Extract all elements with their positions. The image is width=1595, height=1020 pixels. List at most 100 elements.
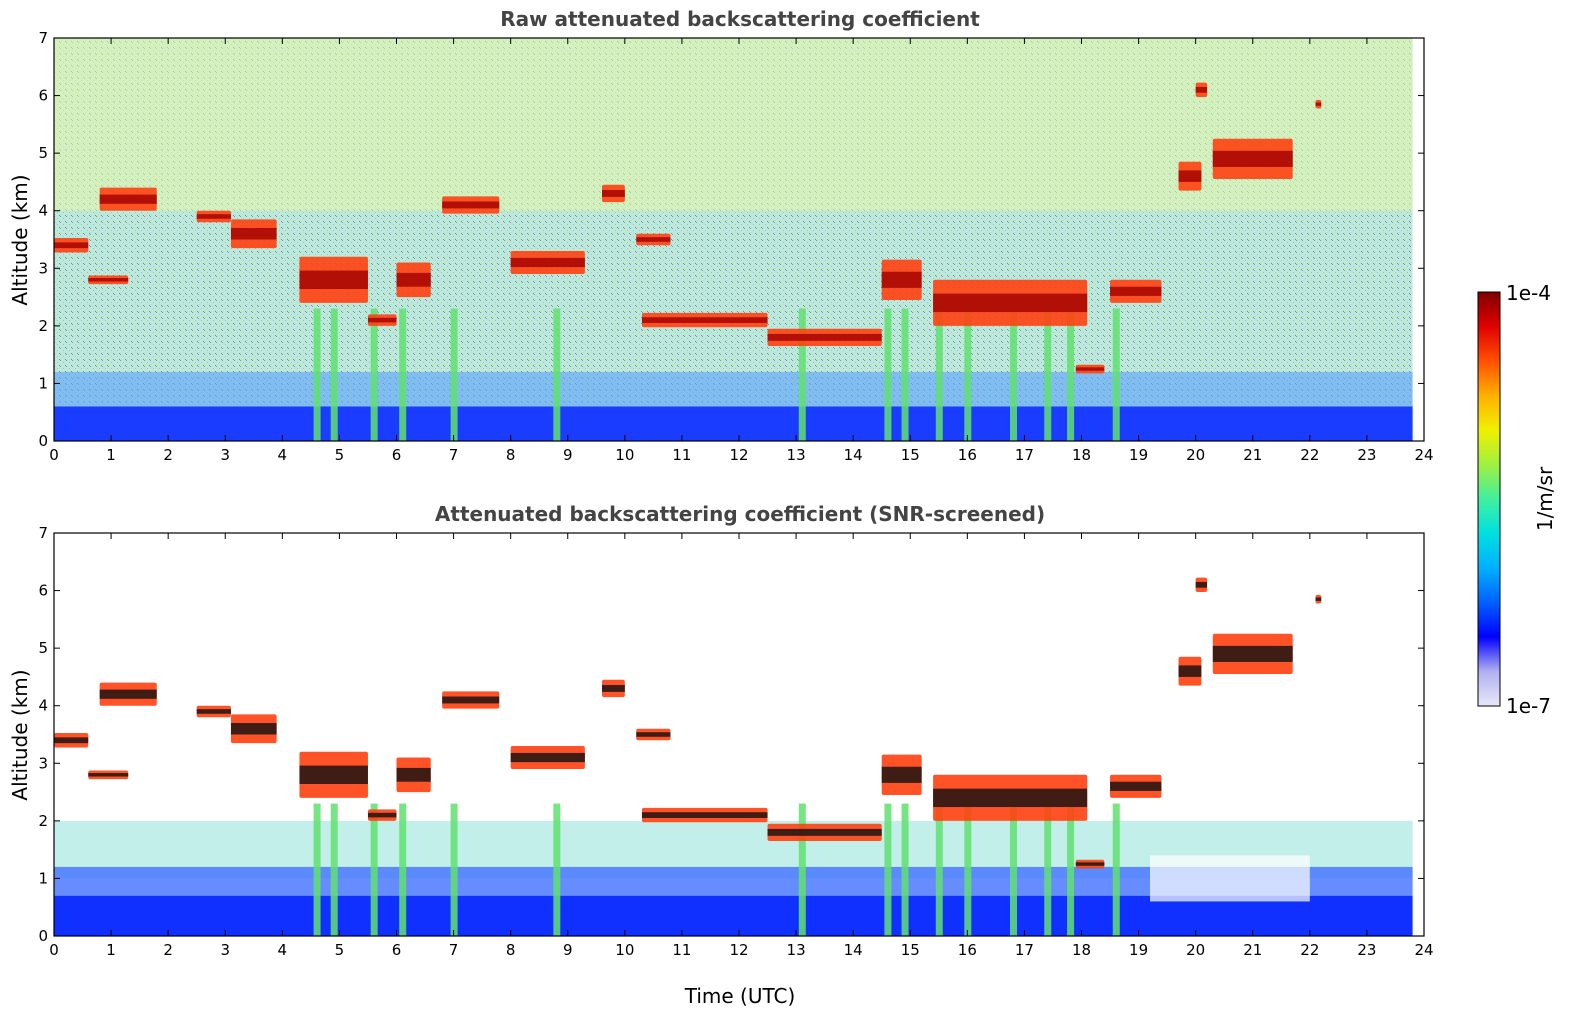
x-tick-label: 9 xyxy=(563,941,573,959)
cloud-core xyxy=(1178,170,1202,182)
x-tick-label: 10 xyxy=(615,941,634,959)
x-tick-label: 20 xyxy=(1186,446,1205,464)
x-tick-label: 19 xyxy=(1129,941,1148,959)
cloud-core xyxy=(641,317,768,323)
precipitation-streak xyxy=(1010,803,1017,936)
precipitation-streak xyxy=(450,308,458,441)
cloud-core xyxy=(299,765,368,785)
precipitation-streak xyxy=(964,308,972,441)
cloud-core xyxy=(442,696,500,704)
cloud-core xyxy=(636,732,671,737)
cloud-core xyxy=(636,237,671,242)
x-tick-label: 11 xyxy=(672,446,691,464)
x-tick-label: 16 xyxy=(958,941,977,959)
x-tick-label: 12 xyxy=(729,941,748,959)
precipitation-streak xyxy=(901,803,909,936)
y-tick-label: 1 xyxy=(38,374,48,392)
precipitation-streak xyxy=(798,308,806,441)
x-tick-label: 8 xyxy=(506,941,516,959)
cloud-core xyxy=(510,257,585,268)
cloud-core xyxy=(1315,102,1322,106)
x-tick-label: 21 xyxy=(1243,941,1262,959)
precipitation-streak xyxy=(798,803,806,936)
cloud-core xyxy=(1110,286,1162,296)
precipitation-streak xyxy=(1044,803,1052,936)
y-tick-label: 7 xyxy=(38,524,48,542)
cloud-core xyxy=(767,828,882,836)
cloud-core xyxy=(442,201,500,209)
x-tick-label: 6 xyxy=(392,941,402,959)
cloud-core xyxy=(933,788,1088,808)
cloud-core xyxy=(54,242,89,249)
x-tick-label: 10 xyxy=(615,446,634,464)
x-tick-label: 4 xyxy=(278,941,288,959)
cloud-core xyxy=(99,689,157,699)
cloud-core xyxy=(602,684,625,692)
x-tick-label: 14 xyxy=(844,446,863,464)
precipitation-streak xyxy=(1067,308,1075,441)
cloud-core xyxy=(933,293,1088,313)
y-tick-label: 4 xyxy=(38,697,48,715)
colorbar-gradient xyxy=(1477,291,1501,707)
x-tick-label: 7 xyxy=(449,446,459,464)
cloud-core xyxy=(196,214,231,219)
cloud-core xyxy=(196,709,231,714)
x-tick-label: 17 xyxy=(1015,941,1034,959)
cloud-core xyxy=(367,812,397,818)
colorbar-max-label: 1e-4 xyxy=(1506,281,1551,305)
panel-screened-ylabel: Altitude (km) xyxy=(8,669,32,800)
cloud-core xyxy=(54,737,89,744)
x-tick-label: 17 xyxy=(1015,446,1034,464)
x-tick-label: 0 xyxy=(49,941,59,959)
x-tick-label: 2 xyxy=(163,941,173,959)
cloud-core xyxy=(1195,86,1208,93)
panel-raw-ylabel: Altitude (km) xyxy=(8,174,32,305)
cloud-core xyxy=(367,317,397,323)
y-tick-label: 3 xyxy=(38,259,48,277)
y-tick-label: 2 xyxy=(38,317,48,335)
x-tick-label: 19 xyxy=(1129,446,1148,464)
cloud-core xyxy=(1212,150,1293,167)
panel-screened-xlabel: Time (UTC) xyxy=(684,984,796,1008)
precipitation-streak xyxy=(330,803,338,936)
x-tick-label: 8 xyxy=(506,446,516,464)
y-tick-label: 7 xyxy=(38,29,48,47)
cloud-core xyxy=(602,189,625,197)
x-tick-label: 18 xyxy=(1072,941,1091,959)
x-tick-label: 14 xyxy=(844,941,863,959)
precipitation-streak xyxy=(901,308,909,441)
precipitation-streak xyxy=(1010,308,1017,441)
precipitation-streak xyxy=(450,803,458,936)
x-tick-label: 1 xyxy=(106,941,116,959)
y-tick-label: 3 xyxy=(38,754,48,772)
x-tick-label: 13 xyxy=(787,941,806,959)
cloud-core xyxy=(1178,665,1202,677)
precipitation-streak xyxy=(330,308,338,441)
x-tick-label: 24 xyxy=(1414,446,1433,464)
x-tick-label: 15 xyxy=(901,941,920,959)
x-tick-label: 4 xyxy=(278,446,288,464)
cloud-core xyxy=(1075,367,1105,371)
precipitation-streak xyxy=(553,308,561,441)
cloud-core xyxy=(1075,862,1105,866)
x-tick-label: 11 xyxy=(672,941,691,959)
cloud-core xyxy=(1212,645,1293,662)
precipitation-streak xyxy=(1044,308,1052,441)
y-tick-label: 6 xyxy=(38,87,48,105)
y-tick-label: 4 xyxy=(38,202,48,220)
x-tick-label: 1 xyxy=(106,446,116,464)
y-tick-label: 1 xyxy=(38,869,48,887)
colorbar-unit-label: 1/m/sr xyxy=(1533,466,1557,531)
precipitation-streak xyxy=(884,308,892,441)
panel-screened: Attenuated backscattering coefficient (S… xyxy=(8,502,1434,1008)
cloud-core xyxy=(396,767,431,782)
upper-noise xyxy=(54,38,1413,211)
x-tick-label: 3 xyxy=(220,446,230,464)
precipitation-streak xyxy=(935,803,943,936)
y-tick-label: 6 xyxy=(38,582,48,600)
x-tick-label: 20 xyxy=(1186,941,1205,959)
x-tick-label: 16 xyxy=(958,446,977,464)
cloud-core xyxy=(881,766,922,783)
y-tick-label: 5 xyxy=(38,639,48,657)
cloud-core xyxy=(510,752,585,763)
